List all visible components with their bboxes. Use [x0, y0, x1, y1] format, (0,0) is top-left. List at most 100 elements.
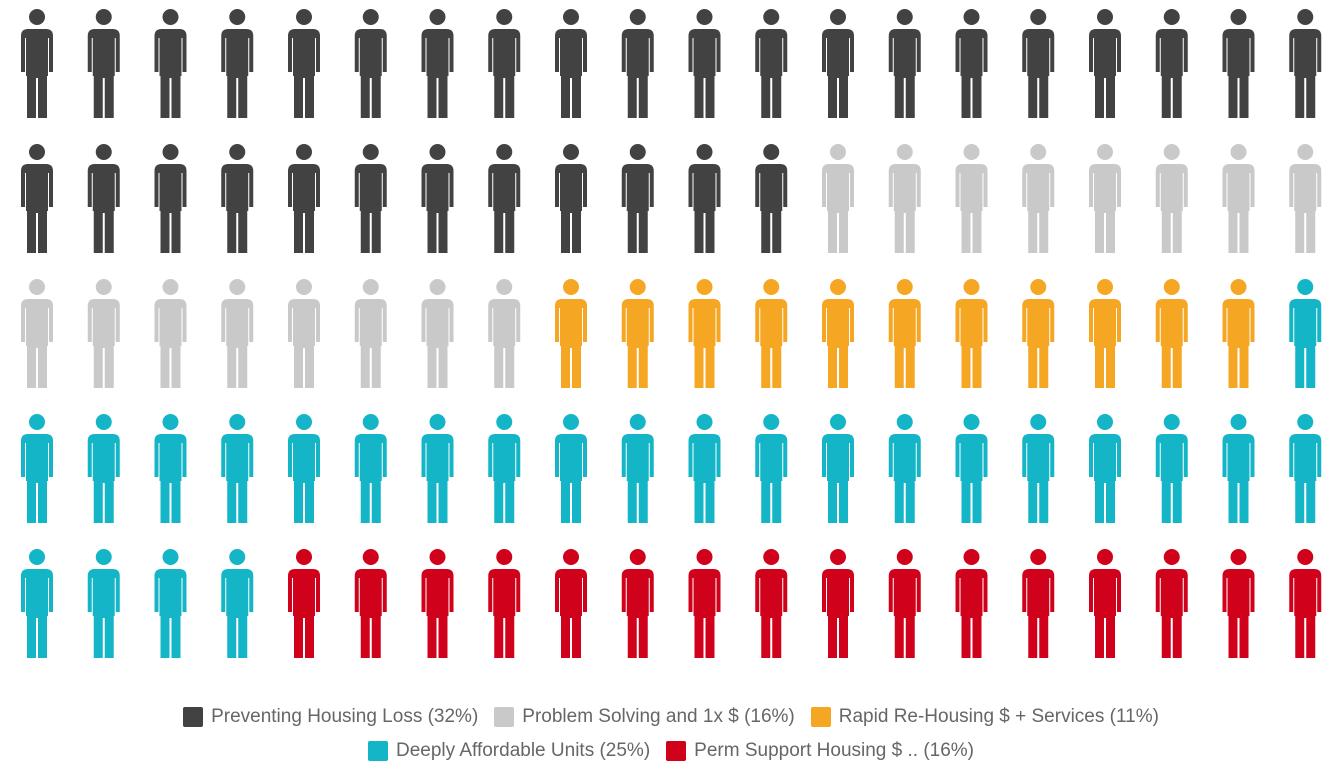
icon-body	[822, 29, 854, 118]
icon-head	[1163, 9, 1180, 25]
icon-body	[621, 164, 654, 253]
icon-body	[621, 29, 654, 118]
icon-body	[21, 164, 53, 253]
icon-head	[963, 144, 980, 160]
person-icon	[87, 279, 120, 388]
person-icon	[354, 9, 387, 118]
icon-head	[629, 279, 646, 295]
legend-label: Perm Support Housing $ .. (16%)	[694, 740, 975, 761]
icon-head	[1230, 279, 1247, 295]
icon-head	[629, 9, 646, 25]
icon-head	[496, 144, 513, 160]
person-icon	[1222, 144, 1255, 253]
icon-body	[87, 434, 120, 523]
icon-head	[830, 144, 846, 160]
person-icon	[154, 9, 187, 118]
person-icon	[87, 414, 120, 523]
legend-item[interactable]: Problem Solving and 1x $ (16%)	[494, 706, 795, 728]
icon-body	[688, 569, 721, 658]
icon-head	[229, 279, 246, 295]
person-icon	[621, 549, 654, 658]
person-icon	[822, 549, 854, 658]
person-icon	[354, 144, 387, 253]
person-icon	[822, 9, 854, 118]
icon-body	[221, 434, 254, 523]
person-icon	[221, 549, 254, 658]
person-icon	[1222, 414, 1255, 523]
person-icon	[1022, 9, 1055, 118]
icon-body	[1222, 29, 1255, 118]
icon-head	[763, 279, 780, 295]
icon-body	[354, 569, 387, 658]
person-icon	[288, 414, 320, 523]
person-icon	[21, 414, 53, 523]
icon-body	[1222, 299, 1255, 388]
icon-body	[1089, 299, 1121, 388]
icon-head	[1030, 144, 1047, 160]
icon-head	[1163, 414, 1180, 430]
icon-head	[29, 414, 45, 430]
icon-body	[1222, 434, 1255, 523]
person-icon	[87, 549, 120, 658]
icon-head	[29, 279, 45, 295]
legend-item[interactable]: Perm Support Housing $ .. (16%)	[666, 740, 974, 762]
icon-body	[1289, 29, 1322, 118]
legend-label: Problem Solving and 1x $ (16%)	[522, 706, 795, 727]
person-icon	[421, 549, 454, 658]
person-icon	[154, 549, 187, 658]
icon-head	[1230, 9, 1247, 25]
icon-body	[288, 569, 320, 658]
icon-body	[1155, 299, 1188, 388]
icon-body	[755, 29, 788, 118]
icon-body	[822, 569, 854, 658]
person-icon	[488, 144, 521, 253]
icon-head	[629, 549, 646, 565]
person-icon	[1222, 549, 1255, 658]
icon-body	[1222, 569, 1255, 658]
person-icon	[955, 144, 988, 253]
icon-body	[1222, 164, 1255, 253]
icon-body	[955, 29, 988, 118]
person-icon	[221, 414, 254, 523]
icon-head	[1297, 9, 1314, 25]
icon-head	[563, 144, 579, 160]
icon-head	[696, 9, 713, 25]
person-icon	[1222, 279, 1255, 388]
icon-head	[296, 9, 312, 25]
icon-body	[288, 434, 320, 523]
icon-body	[555, 29, 587, 118]
person-icon	[1089, 279, 1121, 388]
icon-head	[1097, 144, 1113, 160]
icon-head	[362, 9, 379, 25]
legend-label: Deeply Affordable Units (25%)	[395, 740, 651, 761]
icon-head	[362, 144, 379, 160]
icon-body	[955, 434, 988, 523]
person-icon	[621, 279, 654, 388]
icon-body	[354, 434, 387, 523]
icon-body	[221, 29, 254, 118]
icon-head	[429, 414, 446, 430]
person-icon	[21, 549, 53, 658]
icon-body	[1289, 164, 1322, 253]
icon-body	[1089, 569, 1121, 658]
icon-body	[955, 299, 988, 388]
icon-body	[822, 164, 854, 253]
person-icon	[288, 279, 320, 388]
icon-head	[496, 549, 513, 565]
icon-head	[1030, 549, 1047, 565]
legend-item[interactable]: Rapid Re-Housing $ + Services (11%)	[810, 706, 1159, 728]
icon-head	[95, 144, 112, 160]
icon-head	[1230, 549, 1247, 565]
legend-label: Preventing Housing Loss (32%)	[211, 706, 479, 727]
icon-body	[888, 569, 921, 658]
person-icon	[1022, 414, 1055, 523]
legend-item[interactable]: Preventing Housing Loss (32%)	[183, 706, 478, 728]
person-icon	[21, 279, 53, 388]
person-icon	[154, 414, 187, 523]
legend-item[interactable]: Deeply Affordable Units (25%)	[367, 740, 651, 762]
icon-body	[87, 164, 120, 253]
icon-head	[629, 144, 646, 160]
icon-body	[1089, 164, 1121, 253]
person-icon	[421, 414, 454, 523]
icon-body	[87, 569, 120, 658]
